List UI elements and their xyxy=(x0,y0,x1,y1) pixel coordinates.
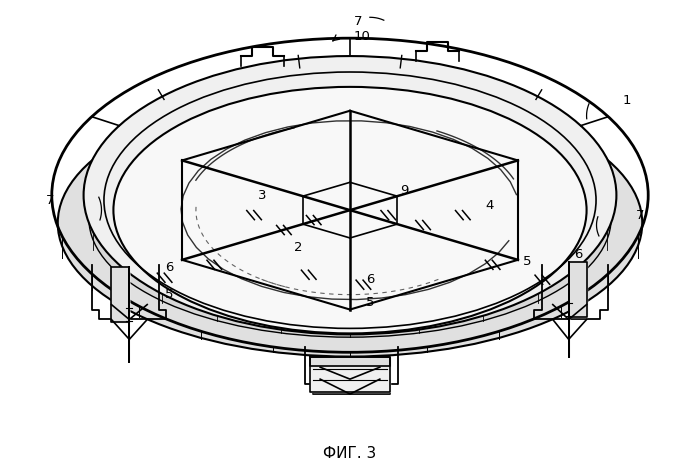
Text: 6: 6 xyxy=(366,273,374,286)
Text: ФИГ. 3: ФИГ. 3 xyxy=(324,446,377,461)
Text: 7: 7 xyxy=(45,194,54,207)
Polygon shape xyxy=(569,262,586,317)
Text: 3: 3 xyxy=(258,189,267,202)
Text: 7: 7 xyxy=(636,209,644,222)
Text: 1: 1 xyxy=(622,94,630,107)
Text: 4: 4 xyxy=(485,198,493,212)
Ellipse shape xyxy=(58,90,642,357)
Polygon shape xyxy=(310,357,390,366)
Text: 7: 7 xyxy=(354,15,362,28)
Ellipse shape xyxy=(89,100,611,337)
Text: 2: 2 xyxy=(294,241,303,255)
Text: 6: 6 xyxy=(575,248,583,262)
Text: 10: 10 xyxy=(354,30,370,42)
Ellipse shape xyxy=(84,56,617,334)
Text: 5: 5 xyxy=(523,255,531,269)
Text: 5: 5 xyxy=(366,296,374,309)
Polygon shape xyxy=(310,357,390,392)
Text: 9: 9 xyxy=(401,184,409,197)
Text: 6: 6 xyxy=(165,262,173,274)
Ellipse shape xyxy=(113,87,586,333)
Polygon shape xyxy=(111,267,129,322)
Text: 5: 5 xyxy=(165,288,173,301)
